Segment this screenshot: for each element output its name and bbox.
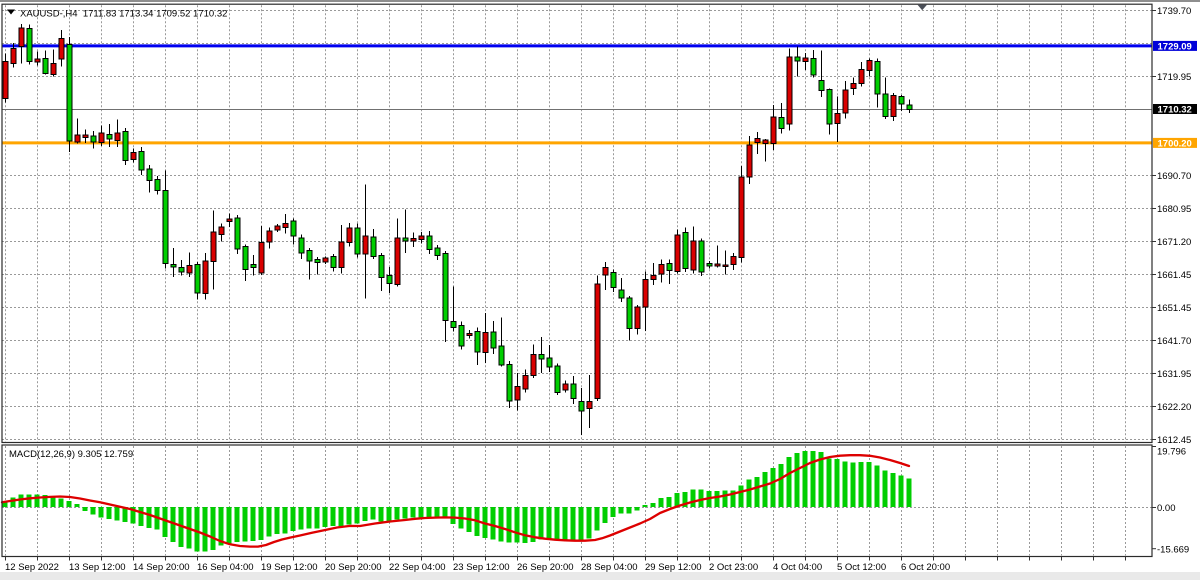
svg-text:2 Oct 23:00: 2 Oct 23:00 [709,562,758,573]
svg-text:5 Oct 12:00: 5 Oct 12:00 [837,562,886,573]
svg-text:1719.95: 1719.95 [1157,72,1191,83]
svg-text:-15.669: -15.669 [1157,544,1189,555]
svg-text:1651.45: 1651.45 [1157,303,1191,314]
svg-text:22 Sep 04:00: 22 Sep 04:00 [389,562,446,573]
svg-text:14 Sep 20:00: 14 Sep 20:00 [133,562,190,573]
svg-text:1631.95: 1631.95 [1157,369,1191,380]
svg-text:19.796: 19.796 [1157,447,1186,458]
svg-text:13 Sep 12:00: 13 Sep 12:00 [69,562,126,573]
svg-text:1671.20: 1671.20 [1157,237,1191,248]
svg-text:28 Sep 04:00: 28 Sep 04:00 [581,562,638,573]
svg-text:MACD(12,26,9) 9.305 12.759: MACD(12,26,9) 9.305 12.759 [9,449,133,460]
svg-text:1680.95: 1680.95 [1157,204,1191,215]
svg-text:16 Sep 04:00: 16 Sep 04:00 [197,562,254,573]
svg-text:1612.45: 1612.45 [1157,435,1191,446]
svg-text:12 Sep 2022: 12 Sep 2022 [5,562,59,573]
svg-text:1622.20: 1622.20 [1157,402,1191,413]
svg-text:4 Oct 04:00: 4 Oct 04:00 [773,562,822,573]
svg-text:26 Sep 20:00: 26 Sep 20:00 [517,562,574,573]
svg-text:20 Sep 20:00: 20 Sep 20:00 [325,562,382,573]
svg-text:1690.70: 1690.70 [1157,171,1191,182]
svg-text:23 Sep 12:00: 23 Sep 12:00 [453,562,510,573]
svg-text:1661.45: 1661.45 [1157,270,1191,281]
svg-text:29 Sep 12:00: 29 Sep 12:00 [645,562,702,573]
svg-text:1739.70: 1739.70 [1157,6,1191,17]
svg-text:19 Sep 12:00: 19 Sep 12:00 [261,562,318,573]
svg-text:XAUUSD-,H4 1711.83 1713.34 17: XAUUSD-,H4 1711.83 1713.34 1709.52 1710.… [20,9,227,20]
svg-text:1641.70: 1641.70 [1157,336,1191,347]
svg-text:1710.32: 1710.32 [1158,105,1192,116]
svg-text:1729.09: 1729.09 [1158,42,1192,53]
svg-text:1700.20: 1700.20 [1158,139,1192,150]
svg-text:6 Oct 20:00: 6 Oct 20:00 [901,562,950,573]
svg-text:0.00: 0.00 [1157,503,1176,514]
